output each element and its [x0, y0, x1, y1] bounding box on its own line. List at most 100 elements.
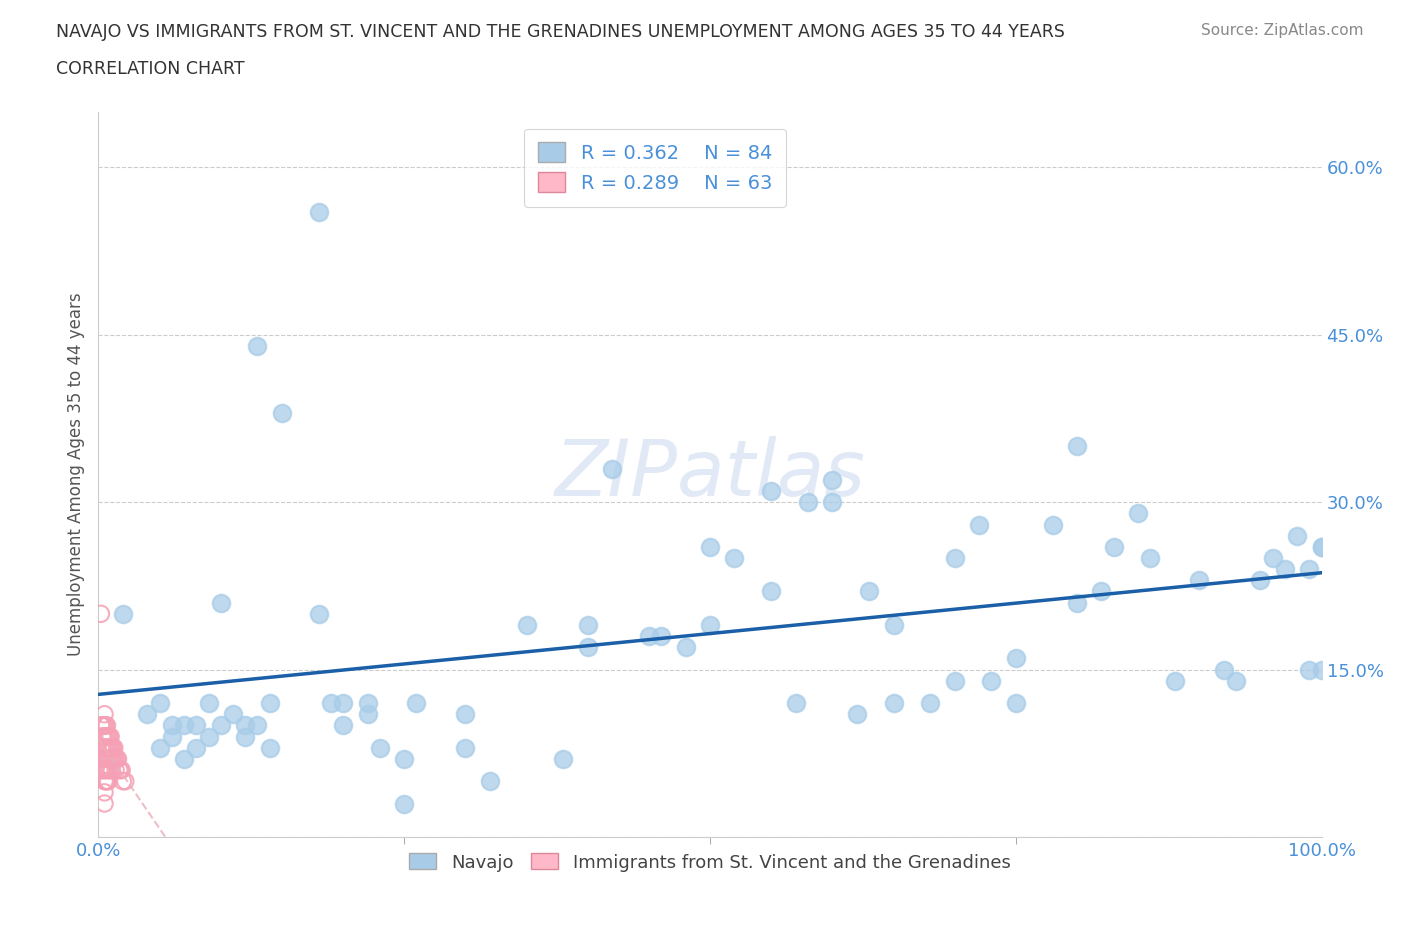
Point [576, 618, 599, 632]
Point [100, 740, 122, 755]
Point [93, 751, 115, 766]
Point [454, 740, 477, 755]
Point [821, 495, 844, 510]
Point [91, 751, 114, 766]
Point [785, 696, 807, 711]
Point [149, 740, 172, 755]
Point [93, 740, 115, 755]
Point [103, 751, 125, 766]
Point [93, 774, 115, 789]
Point [107, 751, 129, 766]
Point [103, 740, 125, 755]
Point [332, 718, 354, 733]
Point [91, 718, 114, 733]
Point [94, 751, 117, 766]
Point [1310, 539, 1333, 554]
Point [96, 763, 118, 777]
Text: ZIPatlas: ZIPatlas [554, 436, 866, 512]
Point [104, 763, 127, 777]
Point [858, 584, 880, 599]
Point [797, 495, 820, 510]
Point [97, 763, 120, 777]
Point [136, 707, 159, 722]
Point [90, 740, 112, 755]
Point [93, 796, 115, 811]
Point [101, 763, 124, 777]
Point [1066, 595, 1088, 610]
Point [110, 763, 132, 777]
Legend: Navajo, Immigrants from St. Vincent and the Grenadines: Navajo, Immigrants from St. Vincent and … [402, 846, 1018, 879]
Point [392, 751, 416, 766]
Point [980, 673, 1002, 688]
Point [111, 606, 134, 621]
Point [761, 484, 783, 498]
Point [173, 751, 195, 766]
Point [91, 729, 114, 744]
Point [1286, 528, 1309, 543]
Point [233, 729, 256, 744]
Point [761, 584, 783, 599]
Point [209, 595, 232, 610]
Point [197, 696, 219, 711]
Point [368, 740, 391, 755]
Point [943, 551, 966, 565]
Point [93, 707, 115, 722]
Point [1164, 673, 1187, 688]
Point [105, 751, 128, 766]
Point [356, 707, 378, 722]
Point [883, 618, 905, 632]
Point [100, 729, 122, 744]
Point [108, 763, 131, 777]
Point [478, 774, 501, 789]
Point [97, 740, 120, 755]
Point [91, 763, 114, 777]
Point [1261, 551, 1284, 565]
Point [97, 751, 120, 766]
Point [675, 640, 697, 655]
Point [356, 696, 378, 711]
Point [186, 740, 208, 755]
Point [1310, 539, 1333, 554]
Point [90, 718, 112, 733]
Point [233, 718, 256, 733]
Text: CORRELATION CHART: CORRELATION CHART [56, 60, 245, 78]
Point [100, 763, 122, 777]
Point [96, 729, 118, 744]
Point [920, 696, 942, 711]
Point [96, 751, 118, 766]
Point [114, 774, 136, 789]
Point [111, 763, 134, 777]
Point [93, 785, 115, 800]
Point [101, 751, 124, 766]
Point [1066, 439, 1088, 454]
Point [308, 606, 330, 621]
Point [392, 796, 416, 811]
Text: NAVAJO VS IMMIGRANTS FROM ST. VINCENT AND THE GRENADINES UNEMPLOYMENT AMONG AGES: NAVAJO VS IMMIGRANTS FROM ST. VINCENT AN… [56, 23, 1066, 41]
Point [93, 729, 115, 744]
Point [91, 740, 114, 755]
Point [259, 696, 281, 711]
Point [222, 707, 245, 722]
Point [1249, 573, 1271, 588]
Point [1212, 662, 1234, 677]
Point [699, 618, 721, 632]
Point [600, 461, 623, 476]
Point [270, 405, 294, 420]
Point [97, 729, 120, 744]
Point [186, 718, 208, 733]
Point [1139, 551, 1161, 565]
Point [98, 763, 121, 777]
Point [845, 707, 868, 722]
Point [101, 740, 124, 755]
Point [91, 729, 114, 744]
Point [1004, 651, 1026, 666]
Point [699, 539, 721, 554]
Point [967, 517, 990, 532]
Point [91, 751, 114, 766]
Point [405, 696, 427, 711]
Point [96, 774, 118, 789]
Point [308, 205, 330, 219]
Point [883, 696, 905, 711]
Point [90, 606, 112, 621]
Point [101, 740, 124, 755]
